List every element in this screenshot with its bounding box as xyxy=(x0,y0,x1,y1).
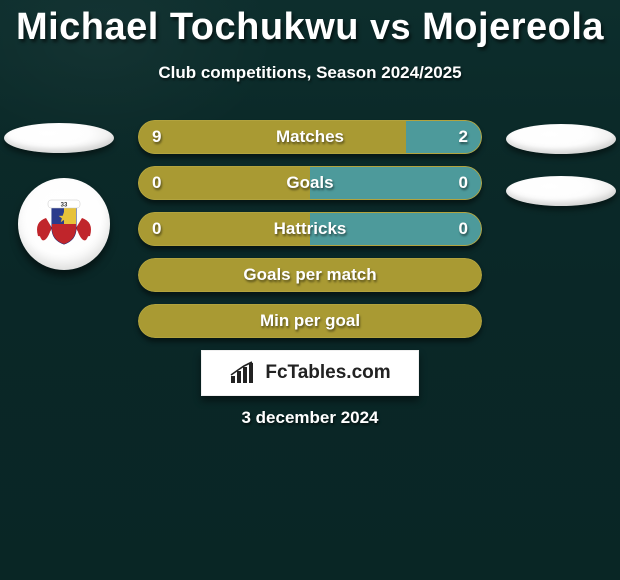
player2-avatar-oval-2 xyxy=(506,176,616,206)
fctables-logo-icon xyxy=(229,361,257,385)
player2-name: Mojereola xyxy=(422,6,604,48)
fctables-label: FcTables.com xyxy=(265,362,390,384)
page-title: Michael Tochukwu vs Mojereola xyxy=(0,0,620,49)
stat-val-left: 9 xyxy=(152,120,161,154)
stat-row: 00Hattricks xyxy=(138,212,482,246)
stat-val-right: 0 xyxy=(459,166,468,200)
subtitle: Club competitions, Season 2024/2025 xyxy=(0,63,620,83)
stats-area: 92Matches00Goals00HattricksGoals per mat… xyxy=(138,120,482,350)
h2h-infographic: Michael Tochukwu vs Mojereola Club compe… xyxy=(0,0,620,580)
stat-val-left: 0 xyxy=(152,212,161,246)
stat-row: Goals per match xyxy=(138,258,482,292)
club-crest-icon: 33 xyxy=(28,188,100,260)
player1-avatar-oval xyxy=(4,123,114,153)
stat-val-right: 0 xyxy=(459,212,468,246)
stat-bar-track xyxy=(138,212,482,246)
stat-val-right: 2 xyxy=(459,120,468,154)
stat-bar-track xyxy=(138,166,482,200)
stat-bar-solid xyxy=(138,304,482,338)
stat-row: 00Goals xyxy=(138,166,482,200)
stat-row: Min per goal xyxy=(138,304,482,338)
fctables-badge[interactable]: FcTables.com xyxy=(201,350,419,396)
stat-row: 92Matches xyxy=(138,120,482,154)
vs-text: vs xyxy=(370,6,411,47)
club-badge-text: 33 xyxy=(61,203,68,209)
stat-val-left: 0 xyxy=(152,166,161,200)
snapshot-date: 3 december 2024 xyxy=(0,408,620,428)
stat-bar-track xyxy=(138,120,482,154)
player1-name: Michael Tochukwu xyxy=(16,6,359,48)
player1-club-badge: 33 xyxy=(18,178,110,270)
stat-bar-solid xyxy=(138,258,482,292)
player2-avatar-oval-1 xyxy=(506,124,616,154)
